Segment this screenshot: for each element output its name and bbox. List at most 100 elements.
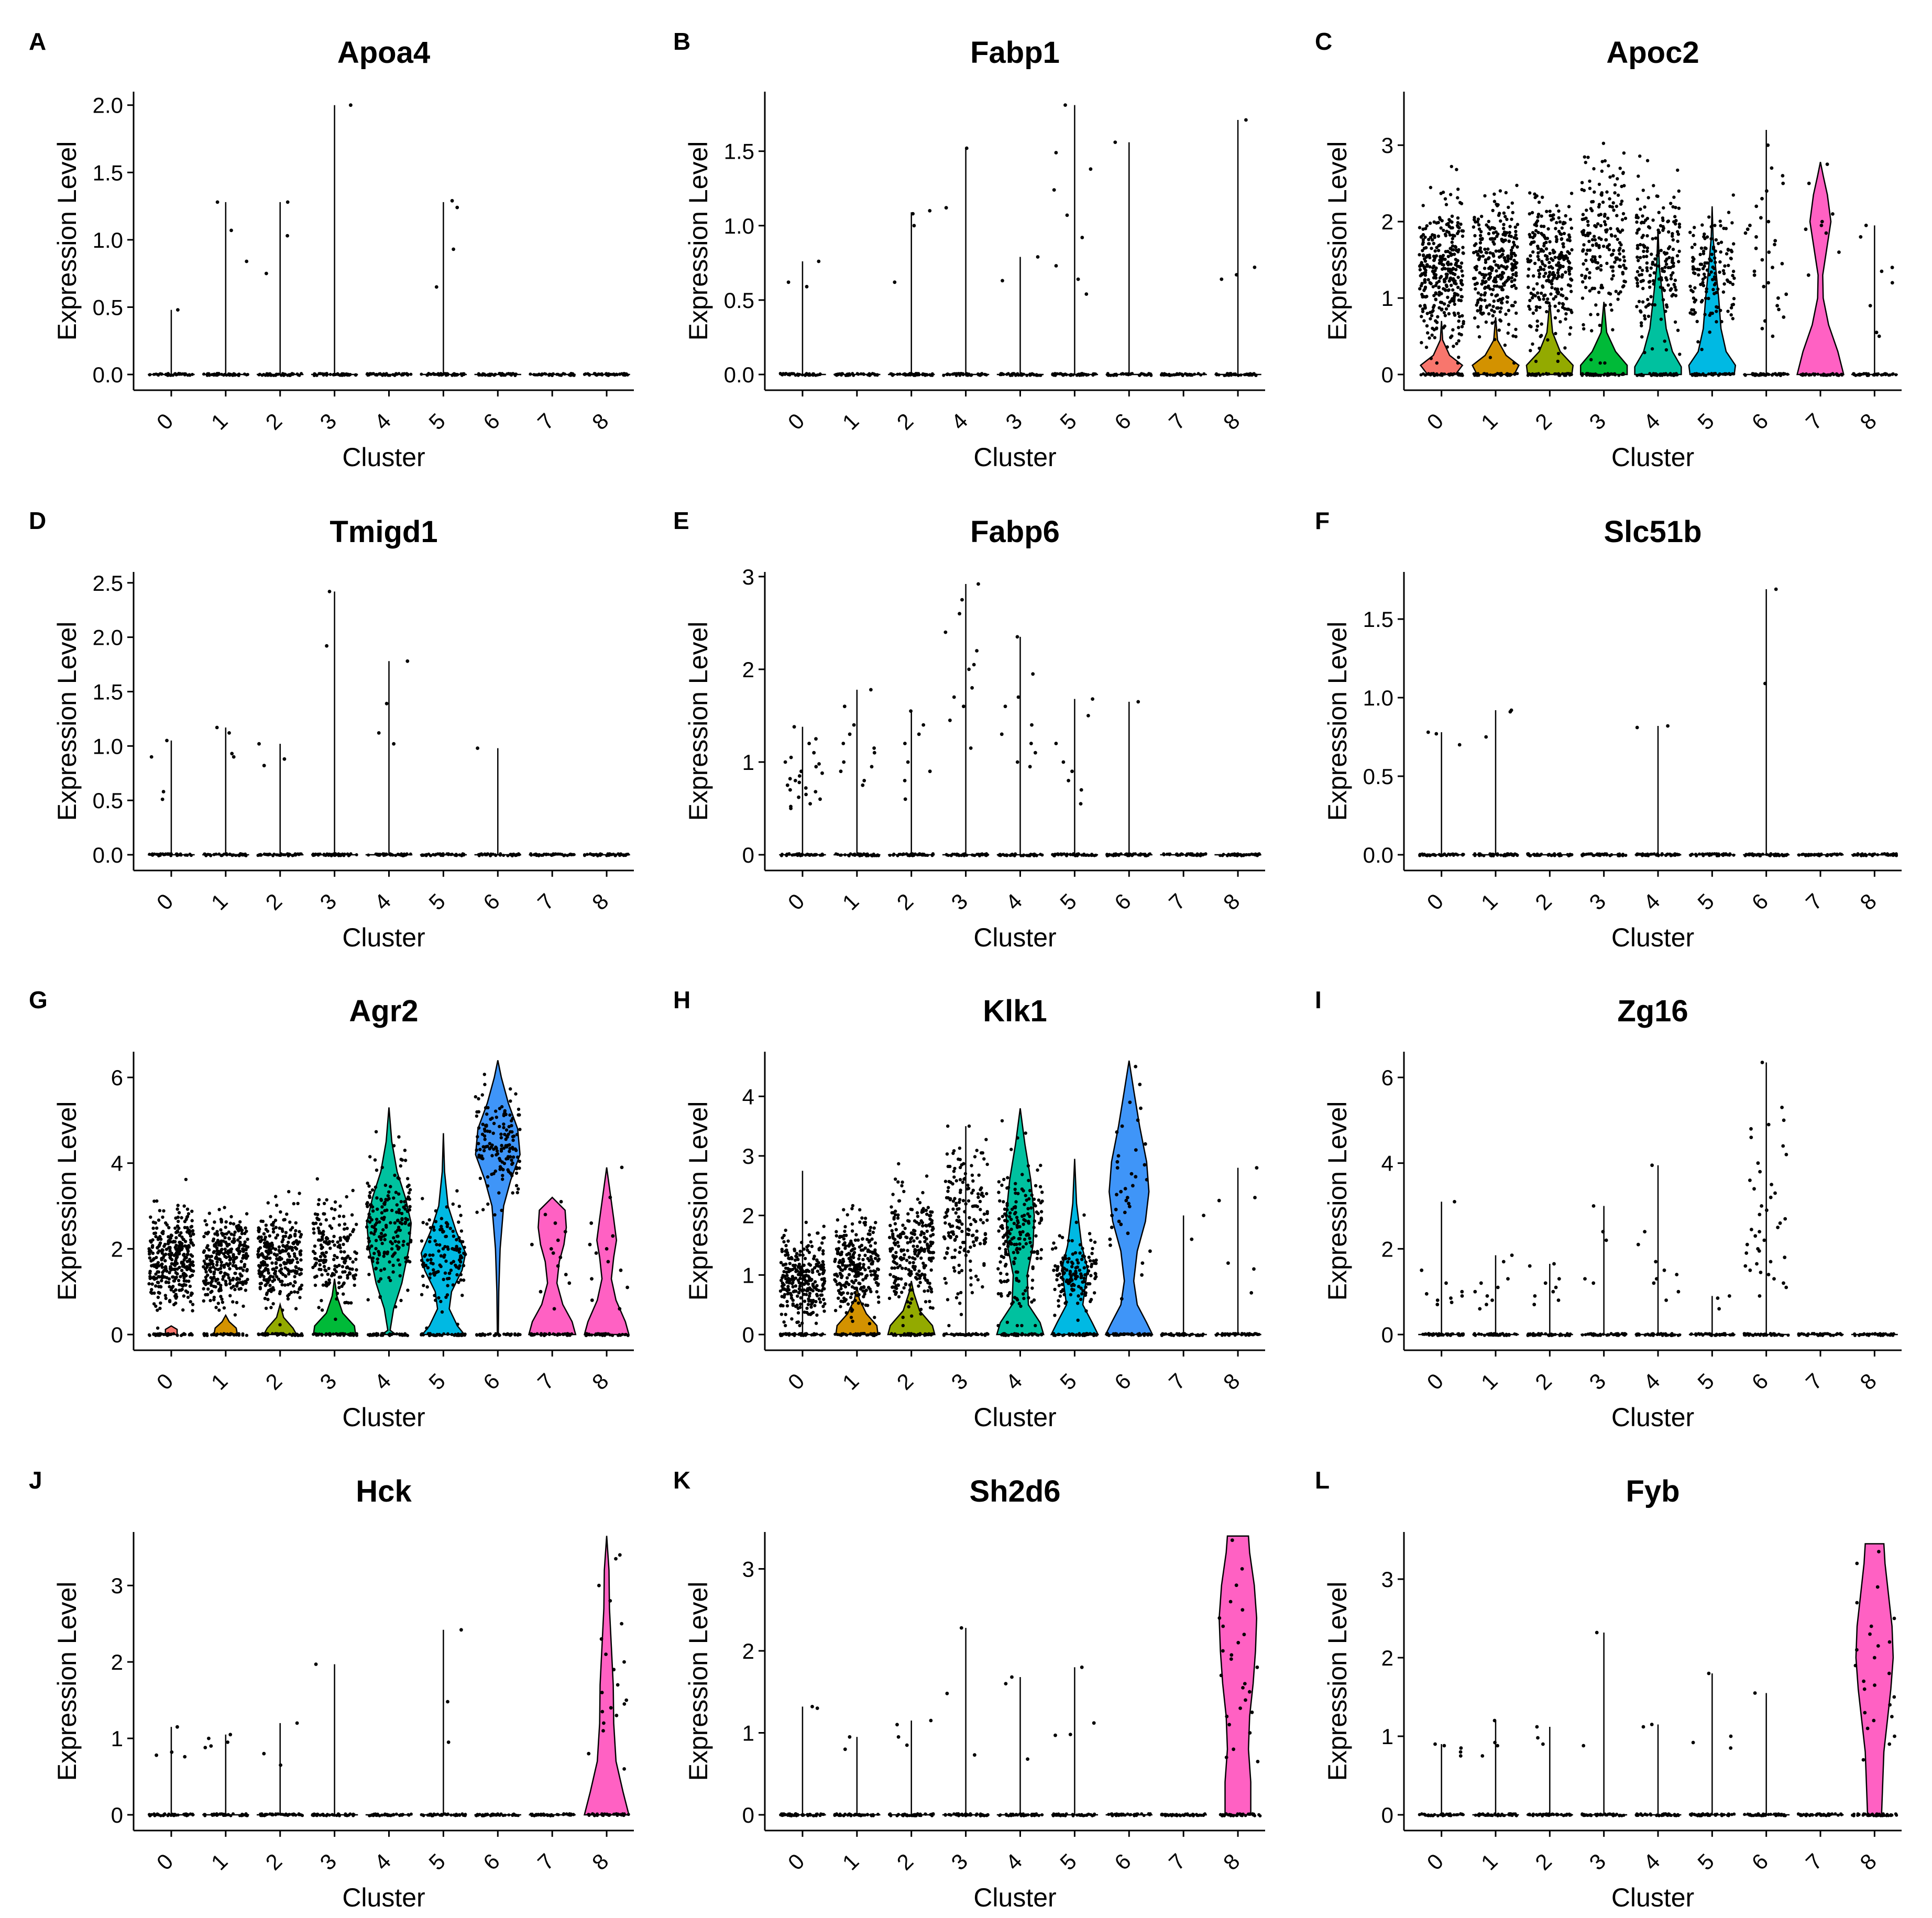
- jitter-point: [202, 1265, 205, 1269]
- jitter-point: [1531, 311, 1535, 315]
- jitter-point: [1492, 192, 1496, 196]
- jitter-point: [1564, 270, 1567, 274]
- jitter-point: [257, 1269, 261, 1273]
- data-point: [783, 760, 787, 764]
- jitter-point: [277, 1245, 281, 1249]
- jitter-point: [1556, 291, 1560, 294]
- jitter-point: [167, 1226, 171, 1230]
- jitter-point: [1662, 226, 1665, 230]
- jitter-point: [231, 1264, 235, 1267]
- data-point: [1763, 319, 1767, 323]
- jitter-point: [1598, 324, 1601, 327]
- jitter-point: [1449, 262, 1453, 266]
- jitter-point: [259, 1282, 264, 1285]
- zero-point: [499, 852, 502, 856]
- jitter-point: [1659, 317, 1663, 321]
- jitter-point: [1678, 352, 1682, 356]
- jitter-point: [219, 1295, 223, 1298]
- jitter-point: [1581, 249, 1585, 253]
- jitter-point: [278, 1258, 282, 1261]
- jitter-point: [1588, 276, 1591, 280]
- jitter-point: [1673, 215, 1677, 218]
- panel-title: Apoc2: [1606, 36, 1699, 70]
- zero-point: [805, 372, 808, 376]
- jitter-point: [216, 1249, 220, 1253]
- violin-shape: [366, 1107, 412, 1336]
- zero-point: [1229, 372, 1233, 375]
- jitter-point: [1503, 233, 1507, 237]
- jitter-point: [1495, 284, 1499, 288]
- zero-point: [1589, 852, 1593, 856]
- zero-point: [1226, 372, 1230, 376]
- x-tick-label: 7: [1164, 889, 1190, 915]
- jitter-point: [1513, 225, 1517, 229]
- jitter-point: [275, 1204, 279, 1207]
- jitter-point: [1669, 277, 1673, 281]
- jitter-point: [1548, 251, 1552, 256]
- jitter-point: [179, 1231, 183, 1234]
- jitter-point: [1618, 167, 1622, 170]
- jitter-point: [1529, 254, 1532, 258]
- jitter-point: [1648, 285, 1652, 289]
- jitter-point: [1476, 291, 1480, 295]
- jitter-point: [1516, 245, 1519, 249]
- zero-point: [1769, 854, 1772, 857]
- jitter-point: [288, 1245, 292, 1249]
- jitter-point: [1529, 325, 1533, 328]
- jitter-point: [1492, 242, 1496, 246]
- zero-point: [328, 372, 332, 376]
- jitter-point: [1511, 334, 1515, 338]
- data-point: [1754, 204, 1759, 208]
- jitter-point: [1484, 320, 1488, 324]
- jitter-point: [1421, 310, 1425, 313]
- jitter-point: [182, 1204, 186, 1208]
- zero-point: [562, 854, 566, 857]
- zero-point: [286, 373, 290, 377]
- jitter-point: [257, 1226, 260, 1230]
- zero-point: [1638, 373, 1641, 377]
- data-point: [392, 742, 396, 746]
- jitter-point: [244, 1256, 248, 1260]
- jitter-point: [1446, 263, 1450, 267]
- jitter-point: [1502, 238, 1506, 242]
- jitter-point: [1555, 204, 1558, 207]
- jitter-point: [296, 1291, 300, 1294]
- jitter-point: [1557, 261, 1561, 264]
- data-point: [452, 247, 455, 251]
- jitter-point: [289, 1234, 292, 1239]
- jitter-point: [1547, 261, 1551, 264]
- x-tick-label: 2: [1530, 409, 1556, 435]
- zero-point: [1433, 374, 1436, 377]
- jitter-point: [1457, 226, 1461, 230]
- jitter-point: [1635, 281, 1639, 285]
- jitter-point: [1540, 214, 1543, 218]
- jitter-point: [185, 1207, 190, 1211]
- data-point: [1036, 255, 1040, 259]
- y-tick-label: 2.5: [93, 571, 123, 596]
- jitter-point: [1716, 287, 1720, 291]
- jitter-point: [182, 1258, 186, 1262]
- x-axis-title: Cluster: [342, 443, 425, 472]
- jitter-point: [1498, 318, 1502, 322]
- jitter-point: [1616, 237, 1619, 241]
- jitter-point: [206, 1293, 210, 1296]
- jitter-point: [177, 1226, 181, 1230]
- zero-point: [902, 852, 905, 856]
- jitter-point: [1667, 230, 1671, 234]
- zero-point: [512, 853, 515, 856]
- zero-point: [1031, 853, 1035, 856]
- jitter-point: [1610, 277, 1614, 281]
- jitter-point: [1432, 304, 1436, 307]
- jitter-point: [1472, 277, 1476, 280]
- zero-point: [1217, 373, 1221, 377]
- jitter-point: [1487, 256, 1491, 260]
- jitter-point: [1534, 359, 1538, 363]
- jitter-point: [202, 1287, 205, 1291]
- jitter-point: [157, 1291, 160, 1294]
- jitter-point: [1428, 256, 1432, 260]
- y-axis-title: Expression Level: [1323, 141, 1352, 341]
- jitter-point: [237, 1287, 241, 1291]
- jitter-point: [215, 1263, 219, 1267]
- jitter-point: [275, 1275, 279, 1278]
- zero-point: [912, 372, 916, 376]
